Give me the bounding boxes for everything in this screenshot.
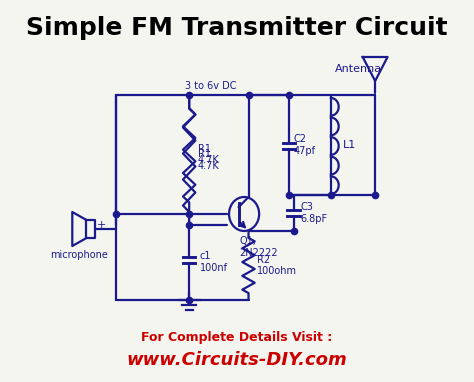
Text: Q1,
2N2222: Q1, 2N2222: [240, 236, 278, 257]
Text: www.Circuits-DIY.com: www.Circuits-DIY.com: [127, 351, 347, 369]
Text: C2
47pf: C2 47pf: [294, 134, 316, 156]
Text: For Complete Details Visit :: For Complete Details Visit :: [141, 332, 333, 345]
Text: Simple FM Transmitter Circuit: Simple FM Transmitter Circuit: [26, 16, 448, 40]
Text: R1
4.7K: R1 4.7K: [198, 144, 220, 165]
Text: L1: L1: [343, 140, 356, 150]
Text: microphone: microphone: [50, 250, 109, 260]
Text: R2
100ohm: R2 100ohm: [257, 255, 297, 276]
Text: c1
100nf: c1 100nf: [200, 251, 228, 273]
Text: +: +: [97, 220, 107, 230]
Text: C3
6.8pF: C3 6.8pF: [301, 202, 328, 224]
Text: R1
4.7K: R1 4.7K: [198, 149, 220, 171]
Text: 3 to 6v DC: 3 to 6v DC: [185, 81, 236, 91]
Text: Antenna: Antenna: [335, 64, 383, 74]
